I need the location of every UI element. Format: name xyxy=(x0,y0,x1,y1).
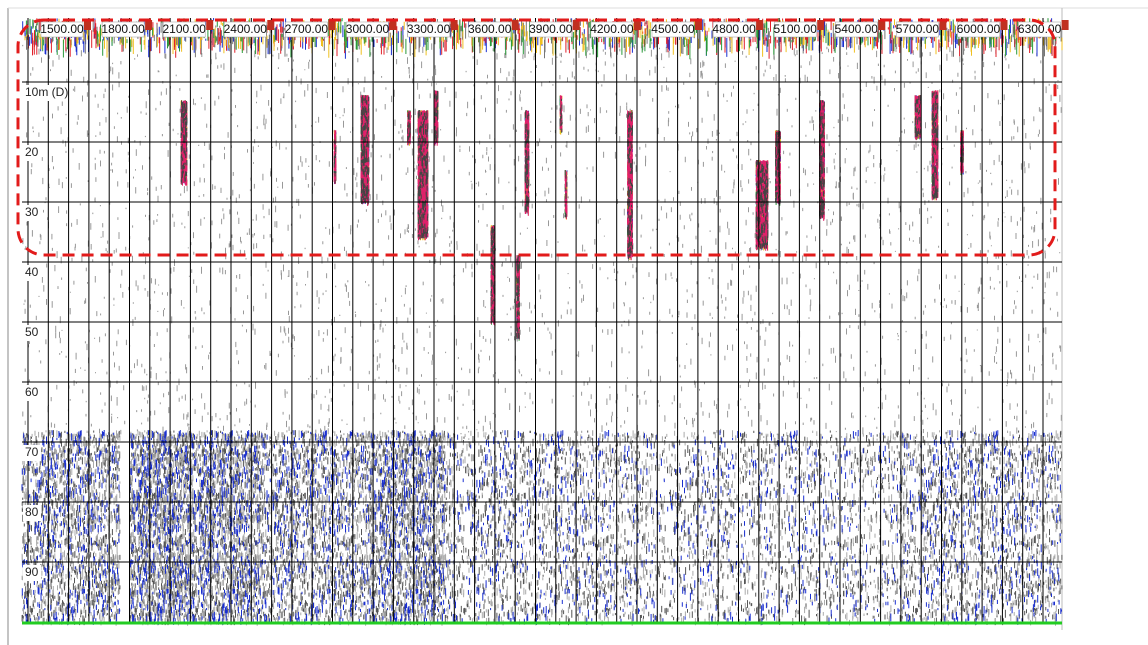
depth-label: 20 xyxy=(25,145,39,159)
ping-label: 6300.00 xyxy=(1018,22,1062,36)
ping-marker xyxy=(1062,20,1069,30)
depth-label: 60 xyxy=(25,385,39,399)
ping-label: 4800.00 xyxy=(712,22,756,36)
ping-label: 3000.00 xyxy=(346,22,390,36)
ping-label: 3900.00 xyxy=(529,22,573,36)
echogram-window: 10m (D) 20 30 40 50 60 70 80 90 1500.00 1800.00 210… xyxy=(0,0,1148,645)
ping-label: 2100.00 xyxy=(163,22,207,36)
ping-label: 2400.00 xyxy=(224,22,268,36)
depth-label: 50 xyxy=(25,325,39,339)
ping-label: 3600.00 xyxy=(468,22,512,36)
ping-label: 4200.00 xyxy=(590,22,634,36)
depth-label: 40 xyxy=(25,265,39,279)
ping-label: 1800.00 xyxy=(101,22,145,36)
ping-label: 6000.00 xyxy=(957,22,1001,36)
depth-label: 80 xyxy=(25,505,39,519)
ping-label: 5100.00 xyxy=(774,22,818,36)
ping-label: 1500.00 xyxy=(40,22,84,36)
depth-label: 30 xyxy=(25,205,39,219)
ping-label: 3300.00 xyxy=(407,22,451,36)
ping-label: 2700.00 xyxy=(285,22,329,36)
ping-marker xyxy=(512,20,519,30)
depth-label: 10m (D) xyxy=(25,85,68,99)
ping-label: 5700.00 xyxy=(896,22,940,36)
ping-label: 4500.00 xyxy=(651,22,695,36)
depth-label: 70 xyxy=(25,445,39,459)
ping-label: 5400.00 xyxy=(835,22,879,36)
depth-label: 90 xyxy=(25,565,39,579)
